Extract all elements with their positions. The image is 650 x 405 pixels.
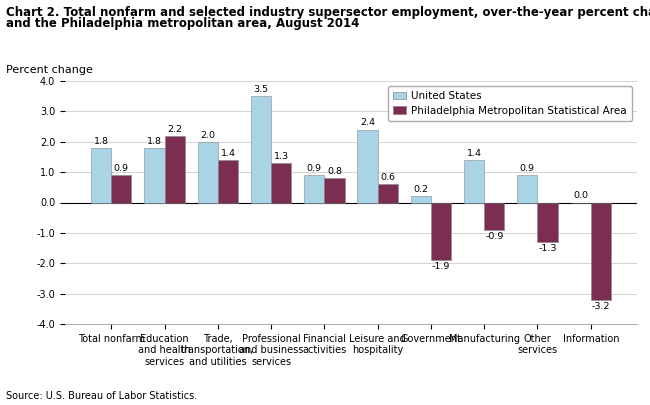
Text: 1.4: 1.4 [467,149,482,158]
Bar [198,142,218,202]
Text: Chart 2. Total nonfarm and selected industry supersector employment, over-the-ye: Chart 2. Total nonfarm and selected indu… [6,6,650,19]
Text: 0.2: 0.2 [413,185,428,194]
Bar [218,160,238,202]
Bar [271,163,291,202]
Bar [538,202,558,242]
Bar [111,175,131,202]
Bar [358,130,378,202]
Bar [411,196,431,202]
Bar [378,184,398,202]
Text: -3.2: -3.2 [592,302,610,311]
Text: 2.0: 2.0 [200,131,215,140]
Bar [324,178,345,202]
Bar [164,136,185,202]
Text: Percent change: Percent change [6,65,94,75]
Text: -0.9: -0.9 [485,232,504,241]
Text: 2.4: 2.4 [360,119,375,128]
Bar [464,160,484,202]
Bar [144,148,164,202]
Text: 2.2: 2.2 [167,125,182,134]
Text: 3.5: 3.5 [254,85,268,94]
Bar [91,148,111,202]
Legend: United States, Philadelphia Metropolitan Statistical Area: United States, Philadelphia Metropolitan… [388,86,632,121]
Text: 0.9: 0.9 [520,164,535,173]
Bar [484,202,504,230]
Text: 1.8: 1.8 [94,137,109,146]
Text: 0.9: 0.9 [307,164,322,173]
Bar [304,175,324,202]
Bar [517,175,538,202]
Text: and the Philadelphia metropolitan area, August 2014: and the Philadelphia metropolitan area, … [6,17,360,30]
Bar [251,96,271,202]
Text: Source: U.S. Bureau of Labor Statistics.: Source: U.S. Bureau of Labor Statistics. [6,391,198,401]
Text: -1.3: -1.3 [538,244,557,253]
Text: 0.9: 0.9 [114,164,129,173]
Bar [431,202,451,260]
Text: 0.8: 0.8 [327,167,342,176]
Text: 1.8: 1.8 [147,137,162,146]
Text: 0.0: 0.0 [573,192,588,200]
Text: -1.9: -1.9 [432,262,450,271]
Text: 1.3: 1.3 [274,152,289,161]
Text: 0.6: 0.6 [380,173,395,182]
Text: 1.4: 1.4 [220,149,235,158]
Bar [591,202,611,300]
